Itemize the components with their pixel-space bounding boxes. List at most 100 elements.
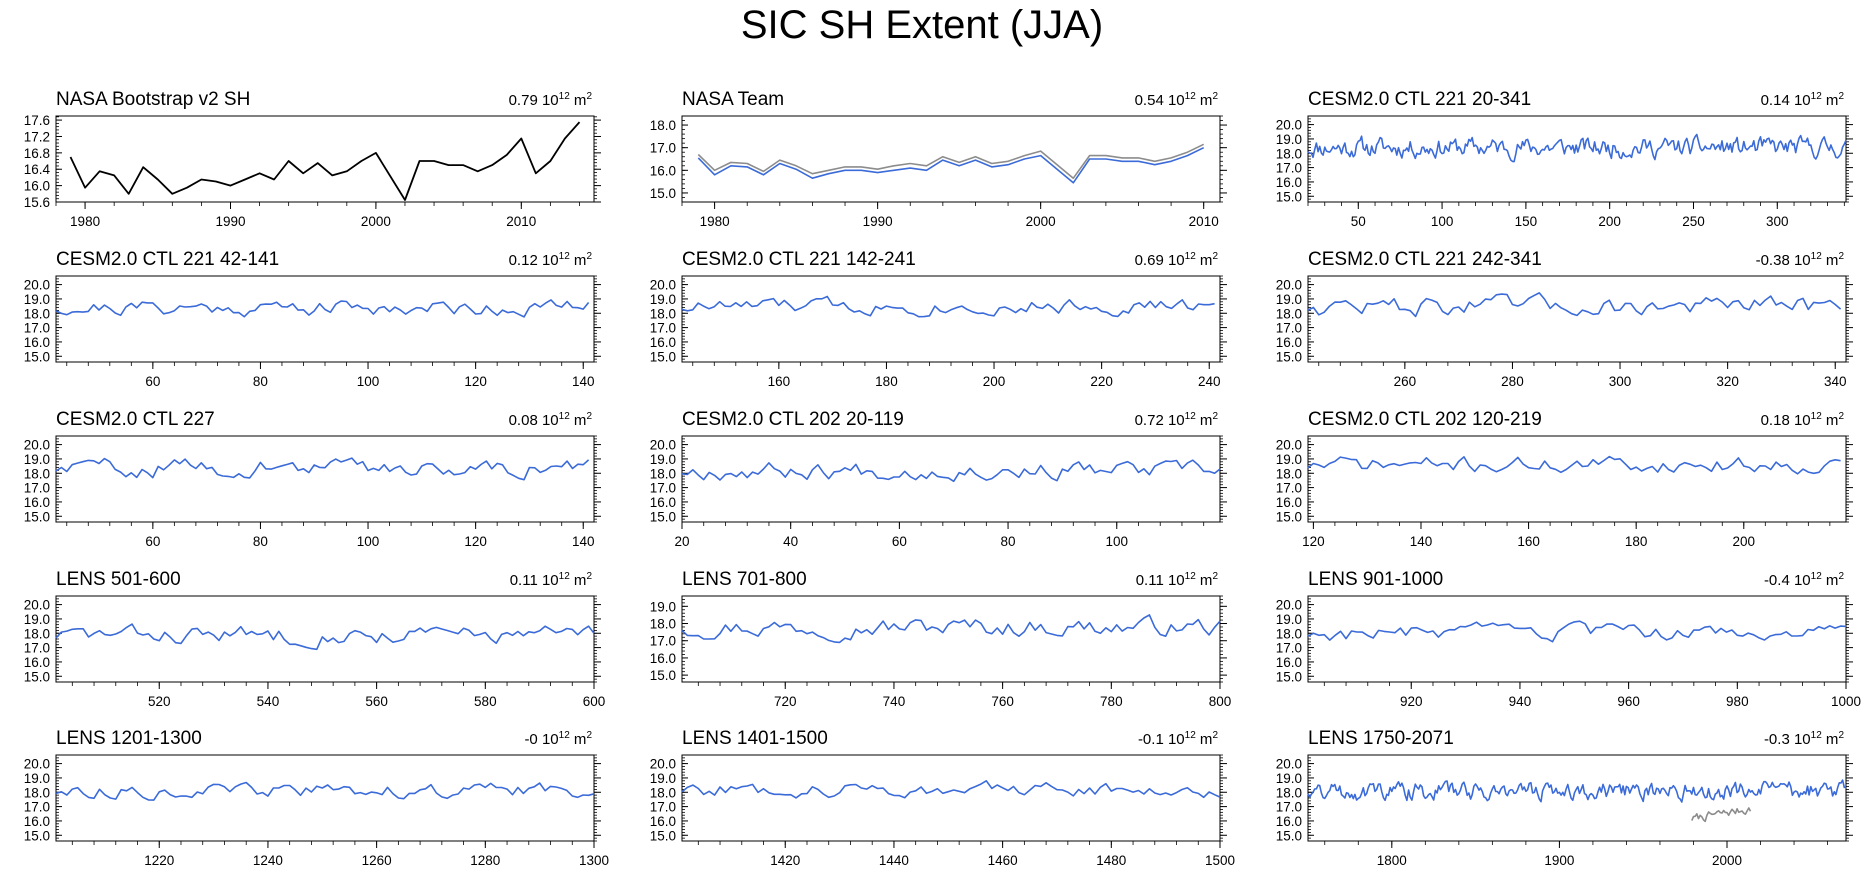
y-tick-label: 15.6 xyxy=(24,195,50,210)
series-line xyxy=(55,457,590,481)
panel-stat: 0.54 1012 m2 xyxy=(1135,91,1219,109)
y-tick-label: 18.0 xyxy=(1276,626,1302,641)
x-tick-label: 1990 xyxy=(215,214,245,229)
x-tick-label: 200 xyxy=(983,374,1006,389)
series-line xyxy=(1307,455,1841,475)
x-tick-label: 600 xyxy=(583,694,606,709)
y-tick-label: 15.0 xyxy=(1276,828,1302,843)
y-tick-label: 16.0 xyxy=(24,814,50,829)
panel-stat: -0.1 1012 m2 xyxy=(1138,730,1219,748)
y-tick-label: 17.0 xyxy=(1276,641,1302,656)
y-tick-label: 19.0 xyxy=(1276,612,1302,627)
y-tick-label: 16.0 xyxy=(650,335,676,350)
x-tick-label: 540 xyxy=(257,694,280,709)
x-tick-label: 340 xyxy=(1824,374,1847,389)
panel-12: LENS 901-1000 -0.4 1012 m2 15.016.017.018.… xyxy=(1276,569,1861,709)
panel-7: CESM2.0 CTL 227 0.08 1012 m215.016.017.01… xyxy=(24,409,601,549)
panel-stat: -0.3 1012 m2 xyxy=(1764,730,1845,748)
x-tick-label: 100 xyxy=(1431,214,1454,229)
y-tick-label: 15.0 xyxy=(24,669,50,684)
x-tick-label: 50 xyxy=(1351,214,1366,229)
x-tick-label: 80 xyxy=(253,374,268,389)
y-tick-label: 20.0 xyxy=(1276,118,1302,133)
y-tick-label: 15.0 xyxy=(650,509,676,524)
series-line xyxy=(69,121,581,201)
y-tick-label: 16.8 xyxy=(24,146,50,161)
panel-stat: 0.08 1012 m2 xyxy=(509,411,593,429)
panel-title: CESM2.0 CTL 202 20-119 xyxy=(682,409,904,430)
x-tick-label: 740 xyxy=(883,694,906,709)
panel-13: LENS 1201-1300 -0 1012 m2 15.016.017.018.0… xyxy=(24,728,609,868)
panel-6: CESM2.0 CTL 221 242-341 -0.38 1012 m2 15.0… xyxy=(1276,249,1853,389)
y-tick-label: 16.0 xyxy=(24,495,50,510)
panel-stat: -0.38 1012 m2 xyxy=(1756,251,1845,269)
x-tick-label: 760 xyxy=(991,694,1014,709)
y-tick-label: 19.0 xyxy=(650,292,676,307)
panel-title: NASA Bootstrap v2 SH xyxy=(56,89,250,110)
x-tick-label: 1260 xyxy=(362,853,392,868)
panel-title: CESM2.0 CTL 221 242-341 xyxy=(1308,249,1542,270)
x-tick-label: 20 xyxy=(674,534,689,549)
x-tick-label: 160 xyxy=(1517,534,1540,549)
series-line xyxy=(1307,620,1847,643)
plot-frame xyxy=(681,275,1221,363)
x-tick-label: 140 xyxy=(572,534,595,549)
x-tick-label: 150 xyxy=(1515,214,1538,229)
x-tick-label: 980 xyxy=(1726,694,1749,709)
x-tick-label: 120 xyxy=(464,374,487,389)
x-tick-label: 1000 xyxy=(1831,694,1861,709)
y-tick-label: 15.0 xyxy=(650,186,676,201)
plot-frame xyxy=(55,754,595,842)
x-tick-label: 520 xyxy=(148,694,171,709)
series-line xyxy=(681,614,1221,644)
y-tick-label: 16.0 xyxy=(1276,814,1302,829)
y-tick-label: 19.0 xyxy=(650,771,676,786)
panel-stat: 0.12 1012 m2 xyxy=(509,251,593,269)
y-tick-label: 17.0 xyxy=(650,321,676,336)
x-tick-label: 140 xyxy=(572,374,595,389)
plot-frame xyxy=(1307,115,1847,203)
panel-stat: 0.14 1012 m2 xyxy=(1761,91,1845,109)
panel-11: LENS 701-800 0.11 1012 m2 15.0 16.0 17.0 18.0… xyxy=(650,569,1232,709)
panel-title: CESM2.0 CTL 221 42-141 xyxy=(56,249,279,270)
y-tick-label: 16.0 xyxy=(1276,655,1302,670)
y-tick-label: 20.0 xyxy=(24,278,50,293)
x-tick-label: 1990 xyxy=(863,214,893,229)
y-tick-label: 19.0 xyxy=(24,612,50,627)
x-tick-label: 60 xyxy=(145,374,160,389)
series-line xyxy=(697,143,1205,179)
x-tick-label: 280 xyxy=(1501,374,1524,389)
series-line xyxy=(1307,133,1847,163)
x-tick-label: 920 xyxy=(1400,694,1423,709)
y-tick-label: 18.0 xyxy=(650,617,676,632)
x-tick-label: 100 xyxy=(1105,534,1128,549)
y-tick-label: 17.2 xyxy=(24,129,50,144)
x-tick-label: 250 xyxy=(1682,214,1705,229)
x-tick-label: 780 xyxy=(1100,694,1123,709)
y-tick-label: 15.0 xyxy=(1276,349,1302,364)
y-tick-label: 18.0 xyxy=(1276,466,1302,481)
y-tick-label: 18.0 xyxy=(24,466,50,481)
y-tick-label: 17.0 xyxy=(1276,800,1302,815)
y-tick-label: 19.0 xyxy=(1276,771,1302,786)
y-tick-label: 20.0 xyxy=(24,598,50,613)
panel-10: LENS 501-600 0.11 1012 m2 15.016.017.018.0… xyxy=(24,569,606,709)
y-tick-label: 17.0 xyxy=(650,481,676,496)
panel-stat: 0.72 1012 m2 xyxy=(1135,411,1219,429)
y-tick-label: 16.0 xyxy=(24,179,50,194)
y-tick-label: 19.0 xyxy=(1276,452,1302,467)
y-tick-label: 15.0 xyxy=(1276,669,1302,684)
y-tick-label: 16.0 xyxy=(24,335,50,350)
plot-frame xyxy=(681,754,1221,842)
y-tick-label: 17.0 xyxy=(24,800,50,815)
y-tick-label: 18.0 xyxy=(1276,306,1302,321)
panel-title: CESM2.0 CTL 221 20-341 xyxy=(1308,89,1531,110)
y-tick-label: 20.0 xyxy=(1276,598,1302,613)
x-tick-label: 200 xyxy=(1733,534,1756,549)
y-tick-label: 18.0 xyxy=(650,306,676,321)
y-tick-label: 17.0 xyxy=(650,800,676,815)
x-tick-label: 1240 xyxy=(253,853,283,868)
panel-stat: -0 1012 m2 xyxy=(524,730,592,748)
x-tick-label: 1800 xyxy=(1377,853,1407,868)
